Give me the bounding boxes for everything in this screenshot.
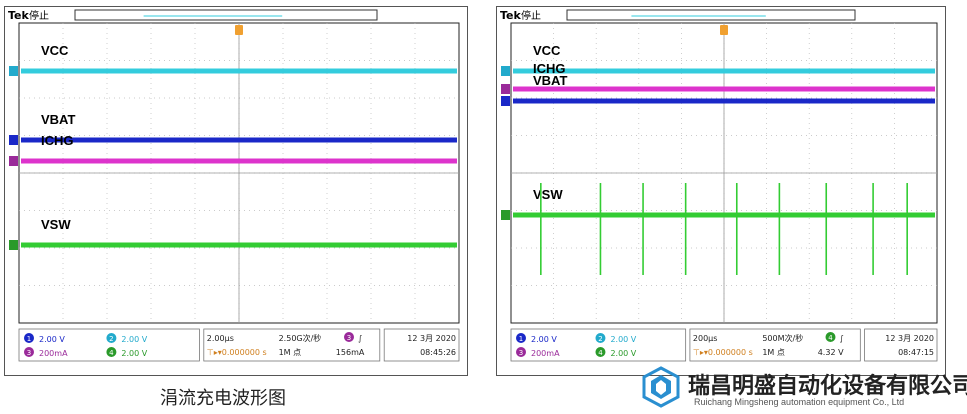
- trigger-level: 4.32 V: [818, 348, 844, 357]
- record-bar: [74, 9, 378, 21]
- ch4-scale: 2.00 V: [610, 349, 636, 358]
- ch1-scale: 2.00 V: [531, 335, 557, 344]
- oscilloscope-plot-left: Tek 停止 VCC VBAT ICHG VSW 1 2.00 V 2 2.00 V 3 200mA 4…: [8, 9, 460, 362]
- channel-1-number: 1: [519, 335, 523, 343]
- trace-vsw: [513, 212, 935, 218]
- ch3-scale: 200mA: [531, 349, 560, 358]
- status-bar: 1 2.00 V 2 2.00 V 3 200mA 4 2.00 V 200µs 500M次/秒 ⊤…: [510, 328, 938, 362]
- company-name-en: Ruichang Mingsheng automation equipment …: [694, 397, 905, 407]
- company-logo-icon: [642, 366, 680, 408]
- oscilloscope-screen-left: Tek 停止 VCC VBAT ICHG VSW 1 2.00 V 2 2.00 V 3 200mA 4…: [4, 6, 468, 376]
- trigger-channel-badge: [825, 332, 836, 342]
- trace-label-ichg: ICHG: [41, 133, 74, 148]
- channel-3-number: 3: [27, 349, 31, 357]
- run-status: 停止: [521, 9, 541, 22]
- trace-label-vcc: VCC: [533, 43, 561, 58]
- channel-4-badge: [595, 347, 606, 357]
- channel-4-number: 4: [598, 349, 603, 357]
- date-panel: [864, 328, 938, 362]
- channel-1-badge: [516, 333, 526, 343]
- trigger-slope: ∫: [840, 334, 844, 343]
- trace-label-vsw: VSW: [533, 187, 563, 202]
- trace-ichg: [21, 158, 457, 164]
- brand-label: Tek: [500, 9, 522, 22]
- channel-2-badge: [595, 333, 606, 343]
- channel-marker-1: [9, 135, 18, 145]
- ch2-scale: 2.00 V: [121, 335, 147, 344]
- channel-marker-1: [501, 96, 510, 106]
- timebase: 2.00µs: [207, 334, 234, 343]
- channel-marker-4: [9, 240, 18, 250]
- channel-4-number: 4: [109, 349, 114, 357]
- status-bar: 1 2.00 V 2 2.00 V 3 200mA 4 2.00 V 2.00µs 2.50G次/…: [18, 328, 460, 362]
- trigger-position: ⊤▸▾0.000000 s: [693, 348, 753, 357]
- record-length: 1M 点: [762, 348, 785, 357]
- timebase: 200µs: [693, 334, 718, 343]
- sample-rate: 500M次/秒: [762, 333, 803, 343]
- ch4-scale: 2.00 V: [121, 349, 147, 358]
- channel-3-badge: [516, 347, 526, 357]
- trace-vsw: [21, 242, 457, 248]
- trigger-channel-badge: [344, 332, 354, 342]
- trace-vbat: [21, 137, 457, 143]
- channel-3-number: 3: [519, 349, 523, 357]
- trace-label-vcc: VCC: [41, 43, 69, 58]
- channel-3-badge: [24, 347, 34, 357]
- trigger-position: ⊤▸▾0.000000 s: [207, 348, 267, 357]
- trace-label-vbat: VBAT: [533, 73, 567, 88]
- channel-marker-4: [501, 210, 510, 220]
- date: 12 3月 2020: [407, 334, 456, 343]
- ch1-scale: 2.00 V: [39, 335, 65, 344]
- trace-label-ichg: ICHG: [533, 61, 566, 76]
- record-length: 1M 点: [279, 348, 302, 357]
- run-status: 停止: [29, 9, 49, 22]
- timebase-panel: [203, 328, 381, 362]
- trigger-channel-number: 3: [347, 334, 351, 342]
- trigger-marker-icon: [720, 25, 728, 35]
- channel-marker-3: [501, 84, 510, 94]
- ch3-scale: 200mA: [39, 349, 68, 358]
- trace-vcc: [21, 68, 457, 74]
- trace-vcc: [513, 68, 935, 74]
- channel-2-badge: [106, 333, 117, 343]
- trace-ichg: [513, 86, 935, 92]
- trigger-slope: ∫: [358, 334, 362, 343]
- channel-marker-3: [9, 156, 18, 166]
- company-watermark: 瑞昌明盛自动化设备有限公司 Ruichang Mingsheng automat…: [640, 364, 967, 414]
- trigger-channel-number: 4: [828, 334, 833, 342]
- channel-2-number: 2: [598, 335, 602, 343]
- brand-label: Tek: [8, 9, 30, 22]
- figure-caption: 涓流充电波形图: [160, 388, 286, 409]
- channel-1-badge: [24, 333, 34, 343]
- date-panel: [383, 328, 460, 362]
- date: 12 3月 2020: [885, 334, 934, 343]
- time: 08:47:15: [898, 348, 934, 357]
- time: 08:45:26: [420, 348, 456, 357]
- oscilloscope-screen-right: Tek 停止 VCC ICHG VBAT VSW 1 2.00 V 2 2.00 V 3 200mA 4…: [496, 6, 946, 376]
- channel-2-number: 2: [109, 335, 113, 343]
- sample-rate: 2.50G次/秒: [279, 333, 322, 343]
- channel-4-badge: [106, 347, 117, 357]
- company-name-cn: 瑞昌明盛自动化设备有限公司: [688, 374, 967, 399]
- ch2-scale: 2.00 V: [610, 335, 636, 344]
- trace-vbat: [513, 98, 935, 104]
- channel-marker-2: [9, 66, 18, 76]
- trigger-level: 156mA: [336, 348, 365, 357]
- trigger-marker-icon: [235, 25, 243, 35]
- trace-label-vbat: VBAT: [41, 112, 75, 127]
- trace-label-vsw: VSW: [41, 217, 71, 232]
- record-bar: [566, 9, 856, 21]
- channel-1-number: 1: [27, 335, 31, 343]
- channel-marker-2: [501, 66, 510, 76]
